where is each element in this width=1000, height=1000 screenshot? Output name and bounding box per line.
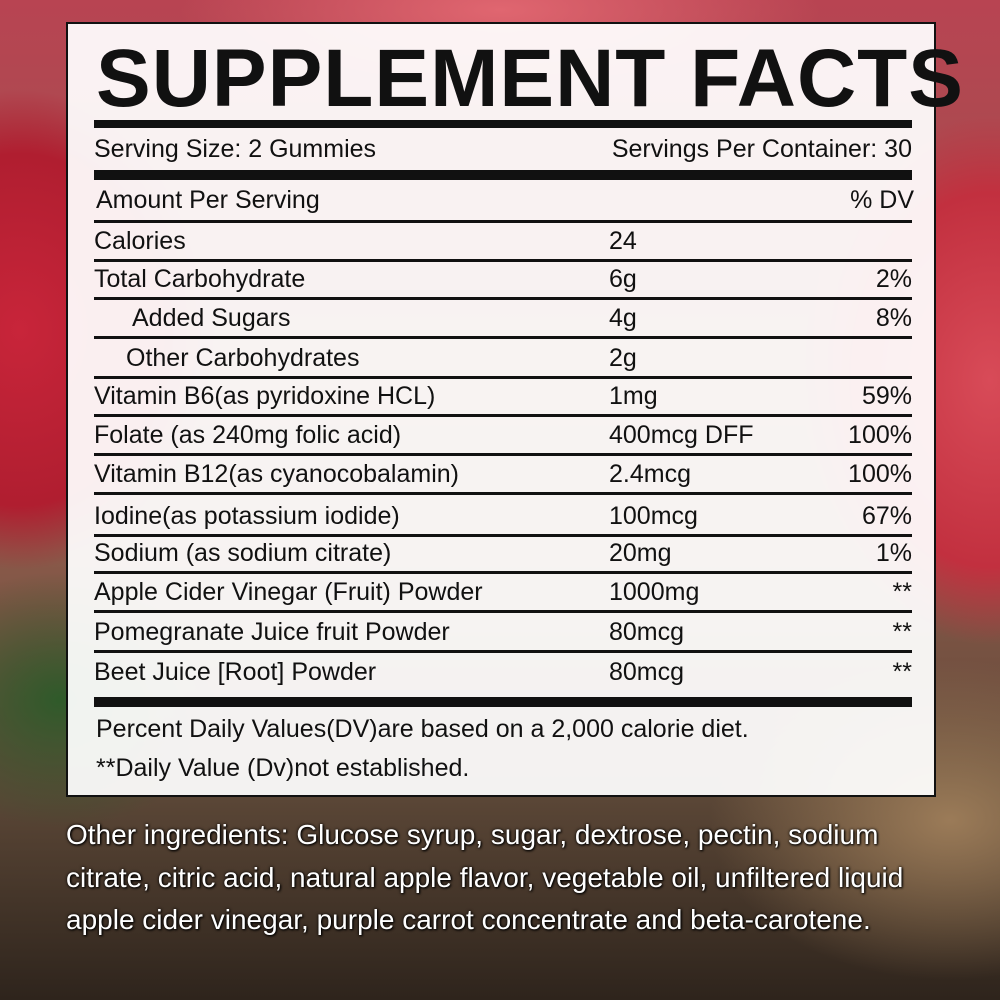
nutrient-row: Calories 24 [94,226,912,256]
nutrient-name: Pomegranate Juice fruit Powder [94,618,450,646]
nutrient-amount: 100mcg [609,502,698,530]
nutrient-name: Apple Cider Vinegar (Fruit) Powder [94,578,483,606]
nutrient-amount: 400mcg DFF [609,421,754,449]
dv-header: % DV [850,186,914,214]
divider [94,336,912,339]
divider [94,414,912,417]
nutrient-amount: 80mcg [609,618,685,646]
divider-thick [94,120,912,128]
nutrient-dv: 1% [875,539,912,567]
nutrient-name: Iodine(as potassium iodide) [94,502,400,530]
nutrient-row: Iodine(as potassium iodide) 100mcg 67% [94,501,912,531]
divider-thick [94,170,912,180]
divider-thick [94,697,912,707]
nutrient-name: Beet Juice [Root] Powder [94,658,377,686]
divider [94,453,912,456]
nutrient-amount: 2g [609,344,637,372]
nutrient-dv: ** [892,618,912,646]
supplement-facts-panel: SUPPLEMENT FACTS Serving Size: 2 Gummies… [66,22,964,797]
serving-size: Serving Size: 2 Gummies [94,135,377,163]
nutrient-row: Vitamin B12(as cyanocobalamin) 2.4mcg 100% [94,459,912,489]
nutrient-name: Sodium (as sodium citrate) [94,539,392,567]
divider [94,534,912,537]
nutrient-row: Vitamin B6(as pyridoxine HCL) 1mg 59% [94,381,912,411]
nutrient-amount: 24 [609,227,637,255]
nutrient-row: Pomegranate Juice fruit Powder 80mcg ** [94,617,912,647]
nutrient-name: Other Carbohydrates [126,344,360,372]
nutrient-row: Folate (as 240mg folic acid) 400mcg DFF 10… [94,420,912,450]
footnote-not-established: **Daily Value (Dv)not established. [96,754,470,782]
nutrient-amount: 2.4mcg [609,460,691,488]
nutrient-row: Sodium (as sodium citrate) 20mg 1% [94,538,912,568]
nutrient-dv: 100% [848,421,912,449]
nutrient-row: Other Carbohydrates 2g [94,343,912,373]
divider [94,650,912,653]
nutrient-dv: 59% [861,382,912,410]
nutrient-dv: ** [892,578,912,606]
nutrient-dv: 2% [875,265,912,293]
nutrient-amount: 80mcg [609,658,685,686]
nutrient-amount: 1mg [609,382,658,410]
nutrient-row: Added Sugars 4g 8% [94,303,912,333]
nutrient-name: Calories [94,227,186,255]
nutrient-row: Beet Juice [Root] Powder 80mcg ** [94,657,912,687]
nutrient-name: Total Carbohydrate [94,265,306,293]
nutrient-dv: 67% [861,502,912,530]
divider [94,220,912,223]
nutrient-amount: 1000mg [609,578,700,606]
nutrient-name: Vitamin B12(as cyanocobalamin) [94,460,460,488]
nutrient-name: Vitamin B6(as pyridoxine HCL) [94,382,436,410]
divider [94,259,912,262]
nutrient-amount: 6g [609,265,637,293]
divider [94,610,912,613]
divider [94,571,912,574]
servings-per-container: Servings Per Container: 30 [611,135,912,163]
nutrient-amount: 20mg [609,539,672,567]
divider [94,376,912,379]
nutrient-name: Folate (as 240mg folic acid) [94,421,402,449]
amount-header: Amount Per Serving [96,186,320,214]
other-ingredients: Other ingredients: Glucose syrup, sugar,… [66,819,904,935]
nutrient-dv: 8% [875,304,912,332]
nutrient-amount: 4g [609,304,637,332]
label-title: SUPPLEMENT FACTS [96,33,964,124]
nutrient-dv: ** [892,658,912,686]
nutrient-row: Total Carbohydrate 6g 2% [94,264,912,294]
footnote-dv: Percent Daily Values(DV)are based on a 2… [96,715,749,743]
nutrient-name: Added Sugars [132,304,291,332]
nutrient-dv: 100% [848,460,912,488]
divider [94,492,912,495]
nutrient-row: Apple Cider Vinegar (Fruit) Powder 1000mg… [94,577,912,607]
divider [94,297,912,300]
